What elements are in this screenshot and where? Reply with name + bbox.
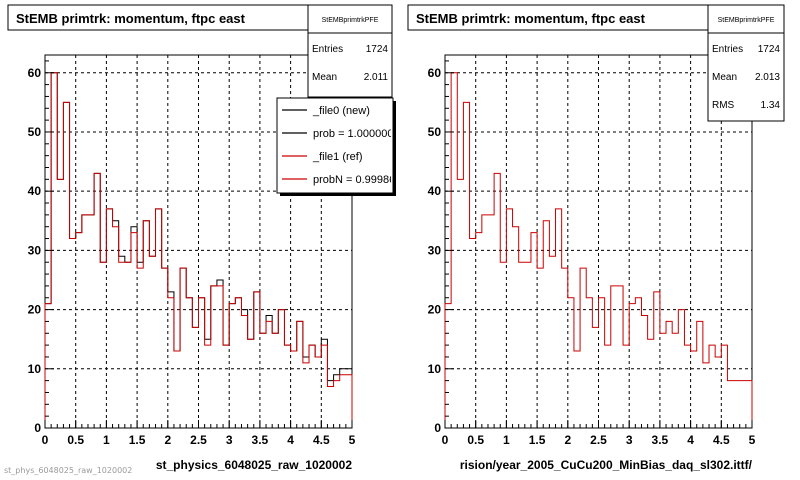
stats-box	[307, 4, 393, 98]
y-tick-label: 50	[28, 125, 42, 139]
stats-label: Mean	[312, 72, 337, 83]
x-tick-label: 1	[503, 433, 510, 447]
stats-value: 1724	[758, 44, 781, 55]
x-tick-label: 0.5	[67, 433, 84, 447]
x-tick-label: 2	[564, 433, 571, 447]
legend-label-3: _file1 (ref)	[312, 151, 363, 163]
legend-label-4: probN = 0.999862	[313, 174, 401, 186]
x-tick-label: 0	[442, 433, 449, 447]
y-tick-label: 0	[434, 421, 441, 435]
stats-box-name: StEMBprimtrkPFE	[322, 17, 379, 24]
stats-value: 1.34	[761, 100, 781, 111]
y-tick-label: 20	[428, 303, 442, 317]
y-tick-label: 60	[428, 66, 442, 80]
histogram-series-1	[444, 72, 753, 428]
x-tick-label: 1.5	[529, 433, 546, 447]
stats-box-name: StEMBprimtrkPFE	[718, 17, 775, 24]
stats-label: Mean	[712, 72, 737, 83]
x-tick-label: 5	[749, 433, 756, 447]
stats-value: 2.013	[755, 72, 780, 83]
x-tick-label: 2.5	[590, 433, 607, 447]
footnote-text: st_phys_6048025_raw_1020002	[4, 466, 133, 475]
y-tick-label: 30	[428, 243, 442, 257]
x-tick-label: 0	[42, 433, 49, 447]
chart-title: StEMB primtrk: momentum, ftpc east	[16, 11, 246, 26]
histogram-panel-1: 0 0.5 1 1.5 2 2.5 3 3.5 4 4.5 50102030405060st_phy…	[7, 4, 401, 472]
stats-value: 2.011	[364, 72, 389, 83]
x-tick-label: 0.5	[467, 433, 484, 447]
y-tick-label: 0	[34, 421, 41, 435]
y-tick-label: 40	[28, 184, 42, 198]
histogram-series-2	[44, 72, 353, 428]
y-tick-label: 10	[28, 362, 42, 376]
legend-box	[276, 97, 394, 194]
title-box	[407, 4, 709, 31]
stats-label: RMS	[712, 100, 735, 111]
x-tick-label: 4	[287, 433, 294, 447]
x-tick-label: 4.5	[713, 433, 730, 447]
x-tick-label: 3.5	[652, 433, 669, 447]
stats-label: Entries	[712, 44, 743, 55]
stats-box	[707, 4, 785, 122]
x-tick-label: 1.5	[129, 433, 146, 447]
y-tick-label: 30	[28, 243, 42, 257]
y-tick-label: 60	[28, 66, 42, 80]
x-tick-label: 3	[226, 433, 233, 447]
x-tick-label: 3	[626, 433, 633, 447]
x-tick-label: 1	[103, 433, 110, 447]
x-tick-label: 2	[164, 433, 171, 447]
legend-label-1: _file0 (new)	[312, 105, 370, 117]
y-tick-label: 40	[428, 184, 442, 198]
y-tick-label: 50	[428, 125, 442, 139]
x-tick-label: 3.5	[252, 433, 269, 447]
x-axis-title: rision/year_2005_CuCu200_MinBias_daq_sl3…	[460, 458, 753, 472]
stats-label: Entries	[312, 44, 343, 55]
y-tick-label: 20	[28, 303, 42, 317]
x-tick-label: 5	[349, 433, 356, 447]
legend-label-2: prob = 1.000000	[313, 128, 393, 140]
stats-value: 1724	[366, 44, 389, 55]
title-box	[7, 4, 309, 31]
x-axis-title: st_physics_6048025_raw_1020002	[156, 458, 352, 472]
chart-title: StEMB primtrk: momentum, ftpc east	[416, 11, 646, 26]
x-tick-label: 2.5	[190, 433, 207, 447]
y-tick-label: 10	[428, 362, 442, 376]
x-tick-label: 4.5	[313, 433, 330, 447]
legend-entries: _file0 (new) prob = 1.000000 _file1 (ref) p…	[282, 105, 401, 186]
histogram-panel-2: 0 0.5 1 1.5 2 2.5 3 3.5 4 4.5 50102030405060rision…	[407, 4, 785, 472]
x-tick-label: 4	[687, 433, 694, 447]
